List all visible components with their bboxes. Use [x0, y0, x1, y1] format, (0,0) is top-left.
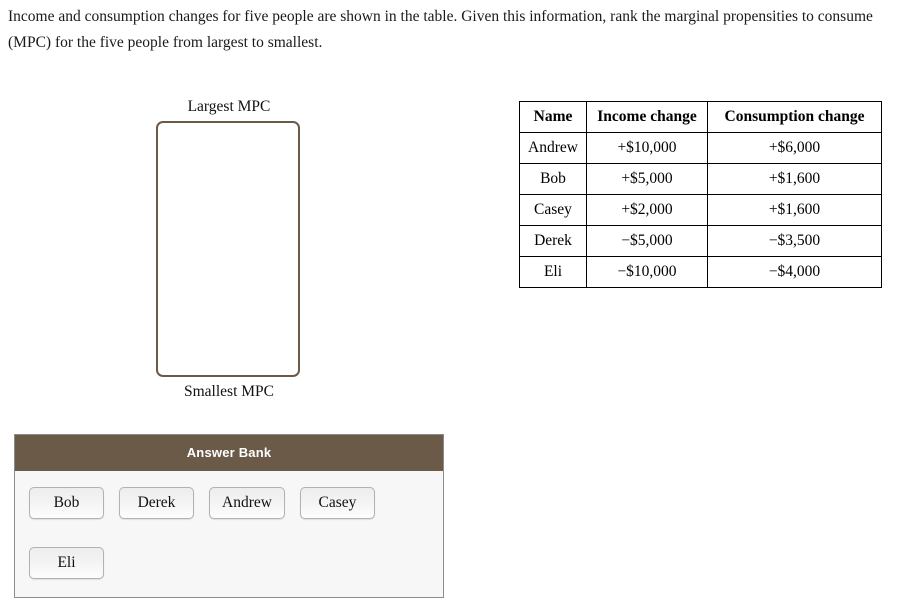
- cell-consumption: −$3,500: [707, 225, 882, 257]
- cell-consumption: +$6,000: [707, 132, 882, 164]
- answer-tile-andrew[interactable]: Andrew: [209, 487, 285, 519]
- column-header-income: Income change: [586, 101, 708, 133]
- column-header-consumption: Consumption change: [707, 101, 882, 133]
- cell-name: Andrew: [519, 132, 587, 164]
- answer-bank-tiles: Bob Derek Andrew Casey Eli: [15, 471, 443, 597]
- cell-name: Derek: [519, 225, 587, 257]
- table-row: Bob +$5,000 +$1,600: [519, 163, 882, 195]
- table-row: Eli −$10,000 −$4,000: [519, 256, 882, 288]
- answer-bank-title: Answer Bank: [15, 435, 443, 471]
- cell-income: −$10,000: [586, 256, 708, 288]
- income-consumption-table: Name Income change Consumption change An…: [519, 101, 882, 288]
- cell-income: +$2,000: [586, 194, 708, 226]
- table-row: Derek −$5,000 −$3,500: [519, 225, 882, 257]
- answer-tile-derek[interactable]: Derek: [119, 487, 194, 519]
- mpc-ranking-drop-zone[interactable]: [156, 121, 300, 377]
- cell-name: Bob: [519, 163, 587, 195]
- table-row: Casey +$2,000 +$1,600: [519, 194, 882, 226]
- smallest-mpc-label: Smallest MPC: [183, 383, 274, 400]
- largest-mpc-label: Largest MPC: [187, 98, 271, 115]
- answer-bank-panel: Answer Bank Bob Derek Andrew Casey Eli: [14, 434, 444, 598]
- answer-tile-bob[interactable]: Bob: [29, 487, 104, 519]
- table-row: Andrew +$10,000 +$6,000: [519, 132, 882, 164]
- cell-income: −$5,000: [586, 225, 708, 257]
- answer-tile-casey[interactable]: Casey: [299, 487, 375, 519]
- cell-income: +$10,000: [586, 132, 708, 164]
- cell-income: +$5,000: [586, 163, 708, 195]
- cell-consumption: +$1,600: [707, 163, 882, 195]
- cell-name: Casey: [519, 194, 587, 226]
- cell-name: Eli: [519, 256, 587, 288]
- table-header-row: Name Income change Consumption change: [519, 101, 882, 133]
- ranking-area: Largest MPC Smallest MPC: [156, 96, 302, 403]
- cell-consumption: −$4,000: [707, 256, 882, 288]
- cell-consumption: +$1,600: [707, 194, 882, 226]
- question-prompt: Income and consumption changes for five …: [8, 8, 873, 51]
- answer-tile-eli[interactable]: Eli: [29, 547, 104, 579]
- column-header-name: Name: [519, 101, 587, 133]
